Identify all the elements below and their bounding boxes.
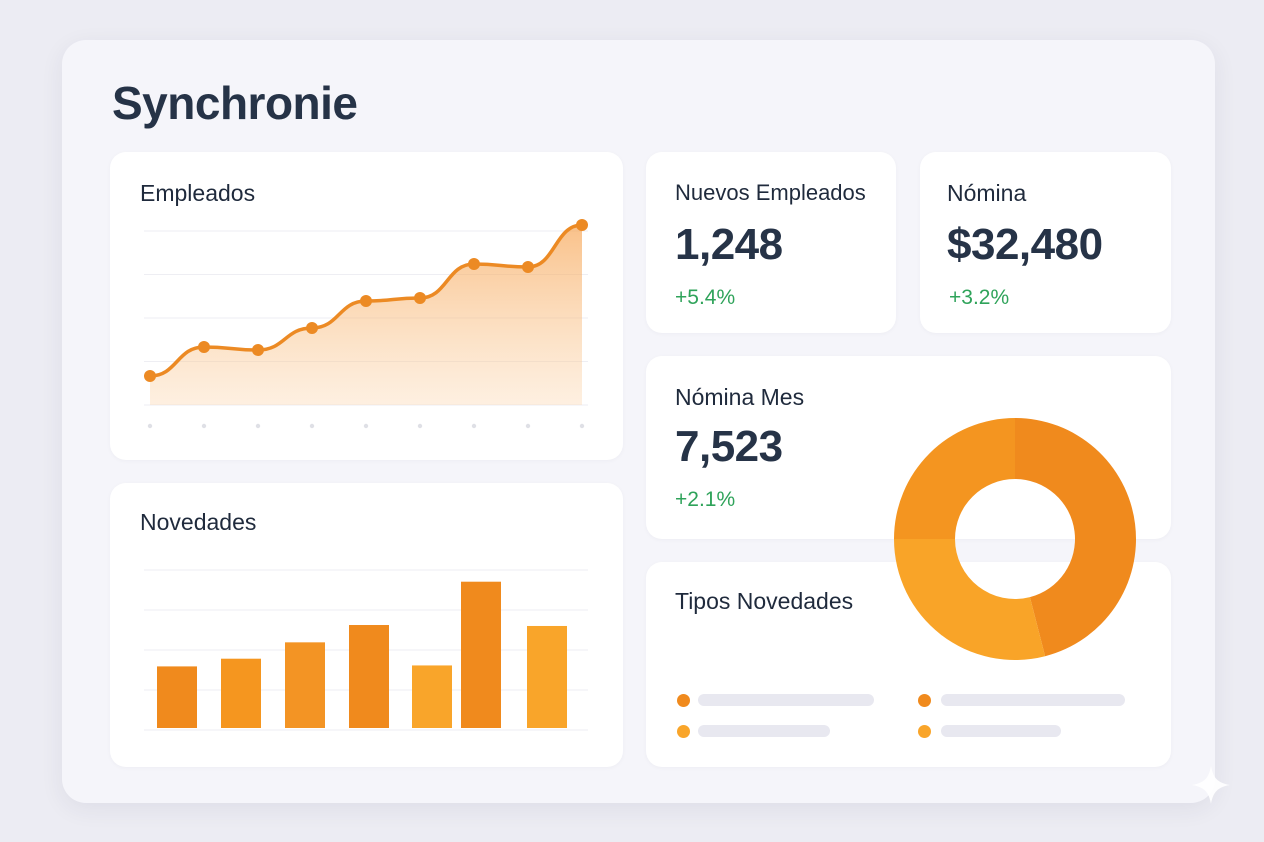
legend-dot-1 [677, 694, 690, 707]
legend-placeholder-1 [698, 694, 874, 706]
novedades-title: Novedades [140, 509, 257, 535]
tipos-novedades-donut [894, 418, 1136, 660]
x-tick-dot-8 [525, 423, 531, 429]
legend-dot-2 [677, 725, 690, 738]
data-point-9 [576, 219, 588, 231]
empleados-chart [144, 219, 588, 429]
donut-slice-1 [1015, 418, 1136, 657]
nomina-delta: +3.2% [949, 286, 1010, 309]
x-tick-dot-1 [147, 423, 153, 429]
data-point-8 [522, 261, 534, 273]
x-tick-dot-6 [417, 423, 423, 429]
data-point-1 [144, 370, 156, 382]
bar-4 [349, 625, 389, 728]
donut-slice-3 [894, 418, 1015, 539]
data-point-6 [414, 292, 426, 304]
bar-2 [221, 658, 261, 728]
legend-placeholder-2 [698, 725, 830, 737]
nomina-value: $32,480 [947, 220, 1103, 269]
nomina-mes-value: 7,523 [675, 422, 783, 471]
empleados-card[interactable]: Empleados [110, 152, 623, 460]
nuevos-empleados-card[interactable]: Nuevos Empleados 1,248 +5.4% [646, 152, 896, 333]
nomina-mes-title: Nómina Mes [675, 384, 805, 410]
x-tick-dot-7 [471, 423, 477, 429]
legend-dot-4 [918, 725, 931, 738]
legend-dot-3 [918, 694, 931, 707]
nuevos-empleados-title: Nuevos Empleados [675, 180, 866, 205]
bar-7 [527, 625, 567, 728]
x-tick-dot-9 [579, 423, 585, 429]
bar-5 [412, 665, 452, 728]
sparkle-icon [1192, 766, 1230, 804]
bar-3 [285, 642, 325, 728]
novedades-chart [144, 569, 588, 731]
data-point-5 [360, 295, 372, 307]
nomina-mes-delta: +2.1% [675, 488, 736, 511]
x-tick-dot-3 [255, 423, 261, 429]
empleados-title: Empleados [140, 180, 256, 206]
donut-slice-2 [894, 539, 1046, 660]
area-fill [150, 225, 582, 405]
nuevos-empleados-value: 1,248 [675, 220, 783, 269]
legend-placeholder-3 [941, 694, 1125, 706]
data-point-4 [306, 322, 318, 334]
nuevos-empleados-delta: +5.4% [675, 286, 736, 309]
x-tick-dot-4 [309, 423, 315, 429]
x-tick-dot-2 [201, 423, 207, 429]
app-title: Synchronie [112, 77, 358, 129]
tipos-novedades-title: Tipos Novedades [675, 588, 854, 614]
data-point-3 [252, 344, 264, 356]
bar-6 [461, 581, 501, 728]
x-tick-dot-5 [363, 423, 369, 429]
data-point-2 [198, 341, 210, 353]
nomina-card[interactable]: Nómina $32,480 +3.2% [920, 152, 1171, 333]
novedades-card[interactable]: Novedades [110, 483, 623, 767]
legend-placeholder-4 [941, 725, 1061, 737]
nomina-title: Nómina [947, 180, 1027, 206]
data-point-7 [468, 258, 480, 270]
bar-1 [157, 666, 197, 728]
